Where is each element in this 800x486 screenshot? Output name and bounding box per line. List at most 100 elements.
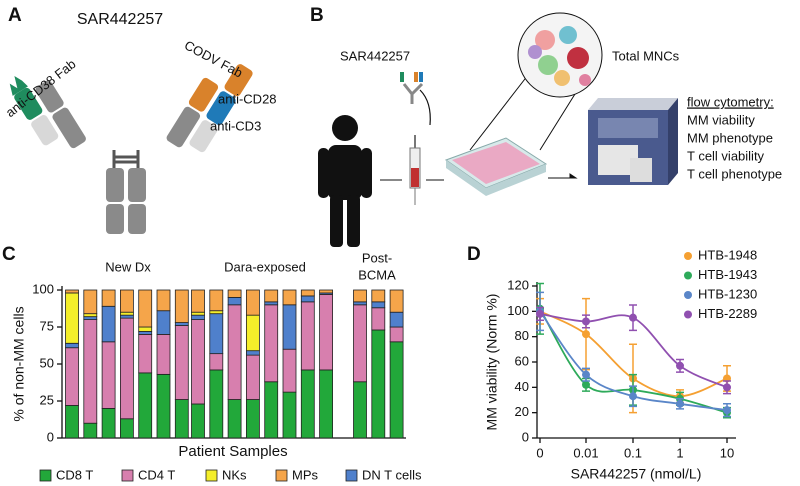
bar-segment	[191, 403, 205, 439]
panel-letter: D	[467, 244, 481, 265]
bar-segment	[120, 317, 134, 420]
bar-segment	[282, 348, 297, 393]
bar-segment	[353, 381, 367, 439]
y-axis-label: MM viability (Norm %)	[484, 294, 500, 431]
y-tick-label: 50	[40, 355, 54, 370]
drug-icon	[400, 72, 431, 126]
bar-segment	[83, 289, 98, 315]
bar-segment	[227, 296, 242, 306]
person	[318, 115, 372, 247]
syringe	[409, 135, 421, 205]
cells-circle	[517, 12, 603, 98]
x-axis-label: SAR442257 (nmol/L)	[571, 466, 702, 482]
bar-segment	[191, 311, 205, 316]
bar-segment	[83, 313, 98, 318]
legend-swatch	[39, 469, 52, 482]
bar-segment	[101, 341, 116, 409]
legend-swatch	[275, 469, 288, 482]
legend-swatch	[205, 469, 218, 482]
legend-label: HTB-1948	[698, 247, 757, 262]
bar-segment	[319, 289, 334, 294]
panel-letter: B	[310, 5, 324, 26]
antibody	[9, 64, 253, 234]
legend-label: CD8 T	[56, 467, 93, 482]
drug-label: SAR442257	[340, 48, 410, 63]
data-point	[582, 330, 590, 339]
bar-segment	[174, 325, 189, 400]
antibody-label: anti-CD3	[210, 118, 261, 133]
bar-segment	[245, 289, 260, 316]
bar-segment	[300, 301, 315, 371]
bar-segment	[156, 333, 171, 375]
legend-label: HTB-2289	[698, 306, 757, 321]
x-tick-label: 0	[536, 445, 543, 460]
bar-segment	[300, 289, 315, 297]
bar-segment	[191, 289, 205, 313]
bar-segment	[156, 310, 171, 335]
bar-segment	[138, 331, 153, 335]
antibody-label: anti-CD28	[218, 91, 277, 106]
bar-segment	[83, 316, 98, 321]
bar-segment	[174, 322, 189, 326]
plate	[444, 137, 548, 196]
x-tick-label: 1	[676, 445, 683, 460]
group-label: BCMA	[358, 267, 396, 282]
bar-segment	[101, 407, 116, 439]
bar-segment	[227, 304, 242, 400]
bar-segment	[264, 301, 279, 306]
y-tick-label: 0	[47, 429, 54, 444]
x-tick-label: 0.01	[573, 445, 598, 460]
bar-segment	[120, 418, 134, 439]
bar-segment	[138, 326, 153, 332]
bar-segment	[319, 294, 334, 371]
y-tick-label: 25	[40, 392, 54, 407]
bar-segment	[156, 289, 171, 312]
bar-segment	[353, 301, 367, 306]
bar-segment	[65, 342, 79, 349]
bar-segment	[353, 289, 367, 303]
bar-segment	[264, 289, 279, 303]
legend-swatch	[121, 469, 134, 482]
bar-segment	[227, 399, 242, 439]
data-point	[582, 380, 590, 389]
bar-segment	[191, 314, 205, 321]
bar-segment	[300, 369, 315, 439]
bar-segment	[282, 391, 297, 439]
antibody-title: SAR442257	[77, 11, 163, 28]
bar-segment	[371, 307, 386, 331]
bar-segment	[300, 295, 315, 303]
legend-marker	[684, 310, 692, 319]
bar-segment	[245, 399, 260, 439]
bar-segment	[83, 422, 98, 439]
bar-segment	[138, 289, 153, 328]
bar-segment	[264, 381, 279, 439]
bar-segment	[282, 304, 297, 350]
bar-segment	[83, 319, 98, 424]
y-tick-label: 80	[515, 328, 529, 343]
legend-label: HTB-1943	[698, 267, 757, 282]
data-point	[723, 383, 731, 392]
bar-segment	[264, 304, 279, 383]
readout: MM phenotype	[687, 130, 773, 145]
y-axis-label: % of non-MM cells	[11, 306, 27, 421]
bar-segment	[209, 310, 224, 315]
y-tick-label: 75	[40, 318, 54, 333]
bar-segment	[65, 347, 79, 406]
x-axis-label: Patient Samples	[178, 443, 287, 460]
y-tick-label: 40	[515, 379, 529, 394]
x-tick-label: 0.1	[624, 445, 642, 460]
y-tick-label: 100	[507, 303, 529, 318]
legend-marker	[684, 291, 692, 299]
bar-segment	[191, 319, 205, 405]
bar-segment	[138, 372, 153, 439]
y-tick-label: 100	[32, 281, 54, 296]
readout: T cell phenotype	[687, 166, 782, 181]
bar-segment	[120, 311, 134, 316]
group-label: Dara-exposed	[224, 259, 306, 274]
bar-segment	[227, 289, 242, 298]
bar-segment	[120, 289, 134, 313]
group-label: Post-	[362, 250, 392, 265]
bar-segment	[371, 301, 386, 309]
bar-segment	[65, 289, 79, 294]
